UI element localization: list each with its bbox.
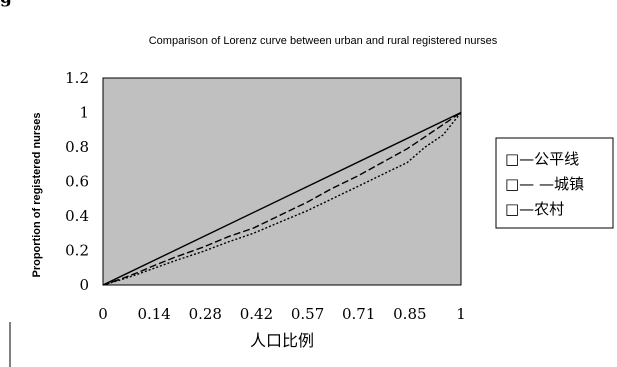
cropped-heading: g: [0, 0, 617, 8]
y-ticks: 0 0.2 0.4 0.6 0.8 1 1.2: [65, 69, 89, 294]
chart-title: Comparison of Lorenz curve between urban…: [149, 35, 498, 47]
x-ticks: 0 0.14 0.28 0.42 0.57 0.71 0.85 1: [98, 305, 466, 323]
x-tick-label: 0.28: [189, 305, 222, 323]
y-tick-label: 0.6: [65, 173, 89, 191]
legend: □—公平线 □— —城镇 □—农村: [495, 137, 614, 229]
series-line-1: [102, 111, 462, 286]
y-tick-label: 0.8: [65, 138, 89, 156]
legend-entry: □—农村: [505, 200, 564, 218]
y-axis-label: Proportion of registered nurses: [31, 112, 43, 277]
x-tick-label: 1: [456, 305, 466, 323]
series-layer: [102, 111, 462, 286]
x-tick-label: 0.85: [393, 305, 426, 323]
x-tick-label: 0: [98, 305, 108, 323]
x-tick-label: 0.57: [291, 305, 324, 323]
plot-area: [102, 77, 462, 286]
y-tick-label: 0.4: [65, 207, 89, 225]
x-tick-label: 0.14: [137, 305, 170, 323]
y-tick-label: 0: [79, 276, 89, 294]
legend-entry: □— —城镇: [505, 175, 584, 193]
y-tick-label: 0.2: [65, 242, 89, 260]
x-tick-label: 0.42: [240, 305, 273, 323]
x-axis-label: 人口比例: [250, 331, 314, 350]
y-tick-label: 1: [79, 104, 89, 122]
y-tick-label: 1.2: [65, 69, 89, 87]
x-tick-label: 0.71: [342, 305, 375, 323]
series-line-0: [102, 111, 462, 286]
legend-entry: □—公平线: [505, 150, 579, 168]
series-line-2: [102, 112, 462, 286]
legend-box: [495, 137, 614, 229]
